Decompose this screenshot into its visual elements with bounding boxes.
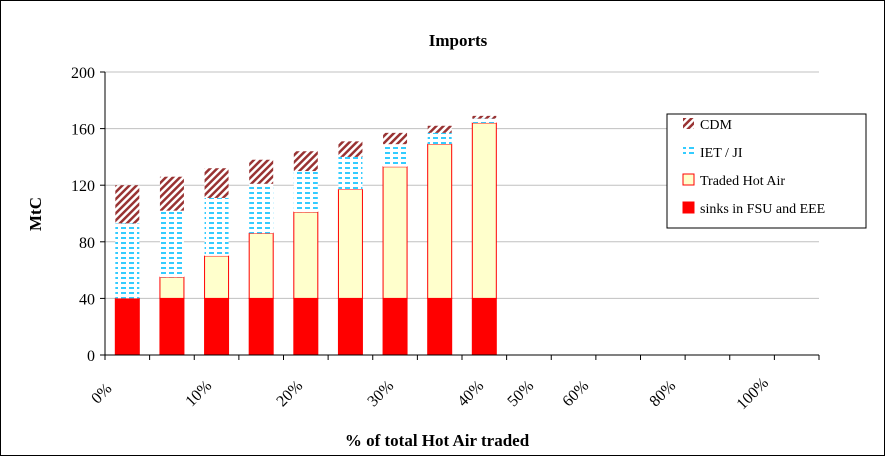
legend-swatch-iet-ji (683, 146, 694, 157)
bar-sinks-in-fsu-and-eee (471, 297, 497, 356)
x-tick-label: 20% (273, 377, 306, 410)
bar-iet-ji (159, 210, 184, 278)
y-tick-label: 0 (87, 348, 95, 365)
legend-swatch-traded-hot-air (682, 173, 695, 186)
x-tick-label: 30% (364, 377, 397, 410)
bar-traded-hot-air (382, 166, 408, 299)
bar-sinks-in-fsu-and-eee (248, 297, 274, 356)
bar-sinks-in-fsu-and-eee (382, 297, 408, 356)
y-tick-label: 160 (71, 122, 95, 139)
x-tick-label: 50% (504, 377, 537, 410)
bar-iet-ji (249, 183, 274, 234)
bar-traded-hot-air (337, 188, 363, 299)
bar-sinks-in-fsu-and-eee (293, 297, 319, 356)
y-tick-label: 120 (71, 178, 95, 195)
bar-sinks-in-fsu-and-eee (114, 297, 140, 356)
bar-cdm (159, 176, 184, 211)
bar-iet-ji (115, 223, 140, 299)
x-tick-label: 80% (646, 377, 679, 410)
bar-cdm (338, 141, 363, 157)
bar-cdm (293, 151, 318, 172)
legend: CDM IET / JI Traded Hot Air sinks in FSU an… (666, 113, 867, 229)
legend-label-sinks-in-fsu-and-eee: sinks in FSU and EEE (700, 202, 825, 217)
x-tick-label: 60% (559, 377, 592, 410)
bar-iet-ji (293, 171, 318, 213)
bar-traded-hot-air (248, 232, 274, 299)
x-tick-label: 100% (734, 375, 772, 413)
axes (100, 71, 820, 360)
legend-swatch-sinks-in-fsu-and-eee (682, 201, 695, 214)
bar-cdm (115, 185, 140, 224)
y-tick-labels: 0 40 80 120 160 200 (71, 65, 95, 365)
legend-label-cdm: CDM (700, 118, 732, 133)
bar-sinks-in-fsu-and-eee (427, 297, 453, 356)
legend-label-iet-ji: IET / JI (700, 146, 743, 161)
bar-traded-hot-air (204, 255, 230, 299)
x-tick-labels: 0% 10% 20% 30% 40% 50% 60% 80% 100% (88, 375, 772, 413)
bar-sinks-in-fsu-and-eee (204, 297, 230, 356)
bar-traded-hot-air (427, 143, 453, 299)
x-tick-label: 0% (88, 380, 115, 407)
bar-traded-hot-air (471, 122, 497, 299)
bar-cdm (383, 132, 408, 145)
bar-sinks-in-fsu-and-eee (159, 297, 185, 356)
bar-cdm (204, 168, 229, 198)
bar-sinks-in-fsu-and-eee (337, 297, 363, 356)
bar-iet-ji (427, 132, 452, 145)
bar-iet-ji (338, 156, 363, 190)
bar-traded-hot-air (293, 211, 319, 299)
bar-iet-ji (383, 144, 408, 167)
y-tick-label: 200 (71, 65, 95, 82)
x-tick-label: 10% (182, 377, 215, 410)
bar-iet-ji (204, 197, 229, 256)
bar-iet-ji (472, 118, 497, 123)
bar-cdm (249, 159, 274, 184)
legend-label-traded-hot-air: Traded Hot Air (700, 174, 785, 189)
chart-title: Imports (429, 31, 488, 50)
bars (114, 115, 497, 356)
y-tick-label: 40 (79, 291, 95, 308)
legend-box (666, 113, 867, 229)
legend-swatch-cdm (683, 118, 694, 129)
bar-traded-hot-air (159, 276, 185, 299)
bar-cdm (427, 125, 452, 133)
y-axis-title: MtC (26, 197, 45, 231)
x-axis-title: % of total Hot Air traded (345, 431, 530, 450)
y-tick-label: 80 (79, 235, 95, 252)
x-tick-label: 40% (454, 377, 487, 410)
bar-cdm (472, 115, 497, 119)
